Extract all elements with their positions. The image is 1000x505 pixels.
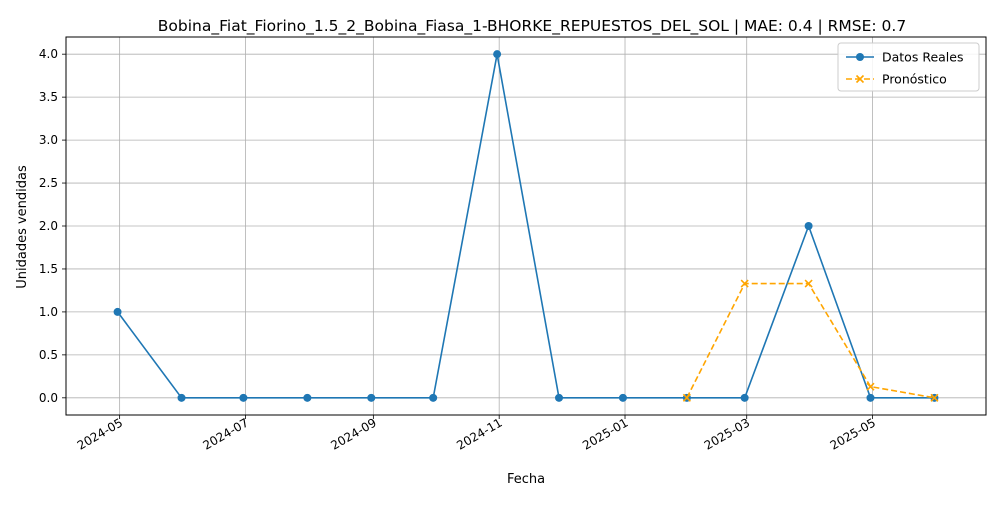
- data-point: [239, 393, 248, 402]
- data-point: [804, 222, 813, 230]
- data-point: [303, 393, 312, 402]
- series-line-actual: [116, 53, 935, 399]
- x-axis-title: Fecha: [507, 472, 545, 487]
- y-tick-label: 1.0: [39, 305, 58, 319]
- y-tick-label: 2.0: [39, 219, 58, 233]
- y-tick-label: 2.5: [39, 176, 58, 190]
- data-point: [177, 393, 186, 402]
- forecast-point: [866, 382, 875, 391]
- data-point: [493, 50, 502, 59]
- x-tick-label: 2024-11: [454, 415, 504, 452]
- legend-label: Datos Reales: [882, 50, 963, 65]
- axis-ticks: 0.0 0.5 1.0 1.5 2.0 2.5 3.0 3.5 4.0 2024-05 2024-0…: [39, 47, 878, 452]
- forecast-point: [930, 393, 939, 402]
- forecast-point: [682, 393, 691, 402]
- chart-title: Bobina_Fiat_Fiorino_1.5_2_Bobina_Fiasa_1…: [158, 17, 906, 36]
- data-point: [866, 393, 875, 402]
- data-point: [113, 307, 122, 316]
- x-tick-label: 2024-09: [328, 415, 378, 452]
- data-point: [618, 393, 627, 402]
- y-tick-label: 3.5: [39, 90, 58, 104]
- data-point: [555, 393, 564, 402]
- x-tick-label: 2024-05: [75, 415, 125, 452]
- y-tick-label: 3.0: [39, 133, 58, 147]
- x-tick-label: 2025-03: [702, 415, 752, 452]
- grid: [66, 37, 986, 415]
- series-layer: [113, 50, 939, 402]
- legend: Datos Reales Pronóstico: [837, 42, 980, 92]
- x-tick-label: 2025-05: [828, 415, 878, 452]
- y-tick-label: 0.5: [39, 348, 58, 362]
- x-tick-label: 2025-01: [580, 415, 630, 452]
- y-tick-label: 1.5: [39, 262, 58, 276]
- forecast-point: [740, 279, 749, 288]
- series-line-forecast: [686, 282, 935, 399]
- legend-marker: [855, 74, 865, 84]
- y-tick-label: 4.0: [39, 47, 58, 61]
- x-tick-label: 2024-07: [201, 415, 251, 452]
- legend-marker: [856, 53, 864, 61]
- forecast-point: [804, 279, 813, 288]
- y-axis-title: Unidades vendidas: [15, 165, 30, 289]
- data-point: [367, 393, 376, 402]
- legend-label: Pronóstico: [882, 72, 947, 87]
- data-point: [740, 393, 749, 402]
- y-tick-label: 0.0: [39, 391, 58, 405]
- data-point: [429, 393, 438, 402]
